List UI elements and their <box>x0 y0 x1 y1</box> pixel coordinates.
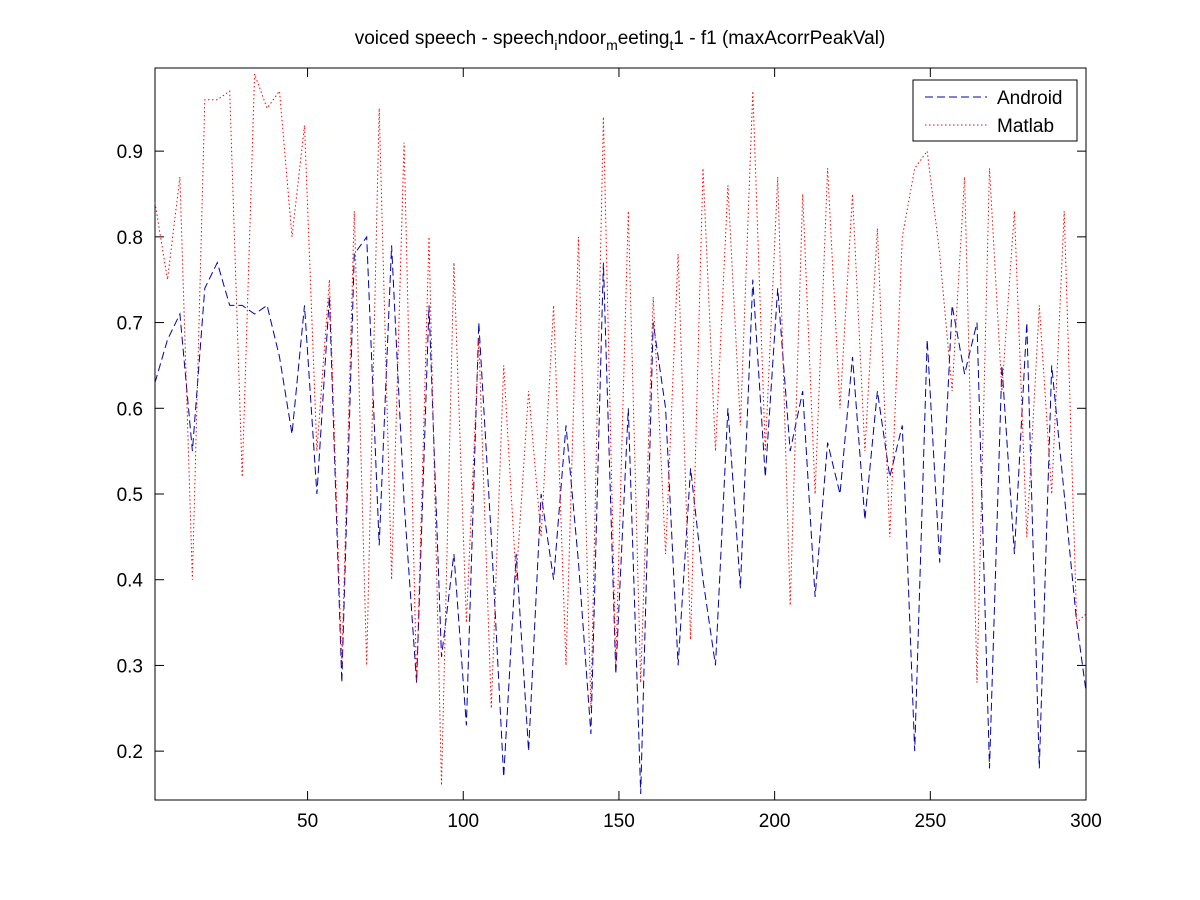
legend-label: Matlab <box>997 116 1054 137</box>
title-part: 1 - f1 (maxAcorrPeakVal) <box>673 28 885 49</box>
legend-label: Android <box>997 88 1063 109</box>
x-tick-label: 50 <box>297 811 318 832</box>
title-part: eeting <box>618 28 670 49</box>
y-tick-label: 0.6 <box>117 399 143 420</box>
title-part: ndoor <box>557 28 606 49</box>
title-subscript: m <box>606 37 618 53</box>
y-tick-label: 0.3 <box>117 656 143 677</box>
plot-area <box>154 67 1087 801</box>
title-subscript: t <box>670 37 674 53</box>
y-tick-label: 0.5 <box>117 485 143 506</box>
data-line <box>154 73 1087 786</box>
x-tick-label: 250 <box>914 811 946 832</box>
x-tick-label: 150 <box>603 811 635 832</box>
x-tick-label: 200 <box>759 811 791 832</box>
chart-title: voiced speech - speechindoormeetingt1 - … <box>355 28 886 53</box>
x-tick-label: 100 <box>447 811 479 832</box>
y-tick-label: 0.7 <box>117 314 143 335</box>
data-line <box>154 235 1087 795</box>
y-tick-label: 0.8 <box>117 228 143 249</box>
y-tick-label: 0.9 <box>117 142 143 163</box>
title-subscript: i <box>554 37 557 53</box>
x-tick-label: 300 <box>1070 811 1102 832</box>
legend-box <box>912 79 1078 142</box>
y-tick-label: 0.4 <box>117 571 144 592</box>
y-tick-label: 0.2 <box>117 742 143 763</box>
title-part: voiced speech - speech <box>355 28 555 49</box>
